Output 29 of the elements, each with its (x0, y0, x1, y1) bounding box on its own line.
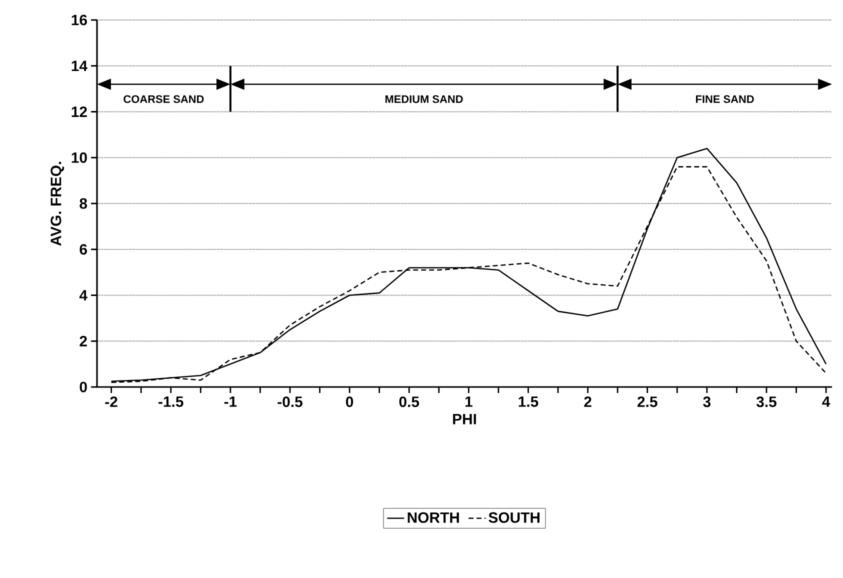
x-tick-label: 3.5 (756, 396, 776, 408)
x-tick-label: 2 (584, 396, 592, 407)
legend-label: NORTH (408, 512, 459, 523)
y-tick-label: 2 (80, 336, 87, 346)
x-tick-label: -2 (105, 396, 118, 407)
x-tick-label: -1 (224, 396, 237, 407)
x-tick-label: 1 (465, 396, 472, 407)
legend-label: SOUTH (488, 512, 540, 523)
y-tick-label: 16 (72, 14, 87, 26)
x-tick-label: 0 (346, 396, 354, 408)
x-tick-label: 4 (822, 396, 830, 407)
x-tick-label: 3 (703, 396, 711, 408)
x-tick-label: 2.5 (637, 396, 658, 408)
x-tick-label: 1.5 (518, 396, 538, 407)
x-tick-label: -1.5 (158, 396, 184, 407)
x-axis-title: PHI (453, 414, 476, 424)
x-tick-label: -0.5 (278, 396, 302, 408)
y-tick-label: 8 (80, 198, 88, 209)
y-tick-label: 10 (72, 152, 87, 163)
annotation: MEDIUM SAND (385, 95, 463, 104)
annotation: FINE SAND (696, 95, 754, 104)
annotation: COARSE SAND (124, 95, 204, 104)
y-tick-label: 6 (80, 244, 87, 255)
y-tick-label: 12 (72, 106, 87, 117)
y-tick-label: 4 (79, 290, 88, 300)
y-tick-label: 0 (80, 382, 87, 392)
y-tick-label: 14 (72, 60, 88, 72)
x-tick-label: 0.5 (399, 396, 420, 408)
y-axis-title: AVG. FREQ. (50, 162, 64, 246)
